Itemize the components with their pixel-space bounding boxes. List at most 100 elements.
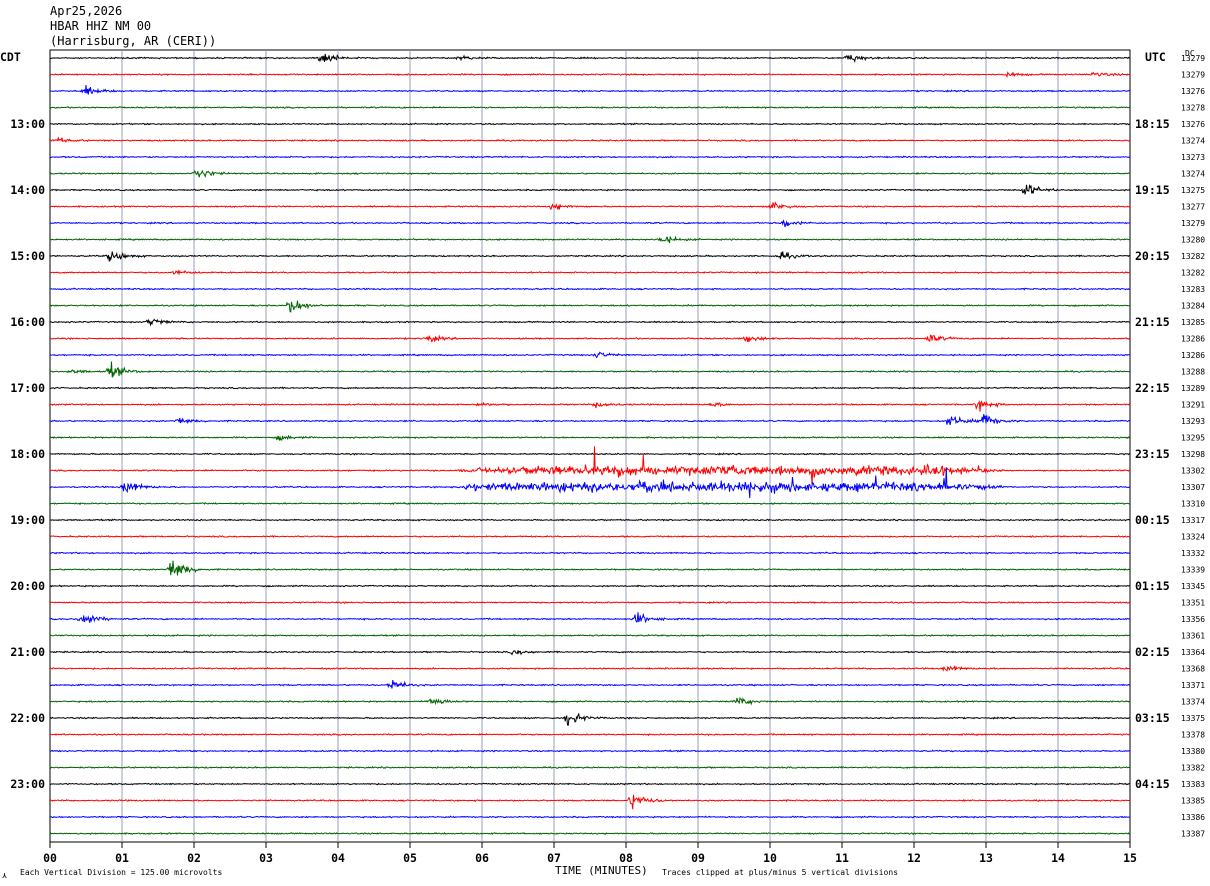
dc-offset-label: 13273 [1181,153,1205,162]
dc-offset-label: 13289 [1181,384,1205,393]
trace-line-38 [49,679,1131,689]
utc-label: 19:15 [1135,183,1170,197]
dc-offset-label: 13345 [1181,582,1205,591]
dc-offset-label: 13286 [1181,351,1205,360]
trace-line-41 [49,732,1131,737]
dc-header: DC [1185,49,1195,58]
x-tick-label: 14 [1051,851,1065,865]
dc-offset-label: 13275 [1181,186,1205,195]
dc-offset-label: 13276 [1181,87,1205,96]
trace-line-7 [49,169,1131,178]
dc-offset-label: 13286 [1181,335,1205,344]
trace-line-22 [49,413,1131,426]
trace-line-5 [49,136,1130,143]
trace-line-20 [49,386,1131,390]
trace-line-33 [49,600,1131,605]
x-tick-label: 13 [979,851,993,865]
trace-line-37 [49,665,1131,672]
utc-label: 22:15 [1135,381,1170,395]
trace-line-25 [49,446,1131,485]
x-tick-label: 12 [907,851,921,865]
corner-mark-icon: ⋏ [1,871,7,880]
trace-line-18 [49,351,1131,359]
x-tick-label: 10 [763,851,777,865]
right-axis-title: UTC [1145,50,1166,64]
dc-offset-label: 13288 [1181,368,1205,377]
dc-offset-label: 13307 [1181,483,1205,492]
dc-offset-label: 13291 [1181,401,1205,410]
cdt-label: 21:00 [10,645,45,659]
trace-line-1 [49,71,1131,79]
trace-line-36 [49,650,1131,656]
dc-offset-label: 13378 [1181,731,1205,740]
x-tick-label: 03 [259,851,273,865]
cdt-label: 16:00 [10,315,45,329]
x-tick-label: 07 [547,851,561,865]
dc-offset-label: 13302 [1181,467,1205,476]
cdt-label: 13:00 [10,117,45,131]
dc-offset-label: 13277 [1181,203,1205,212]
utc-label: 02:15 [1135,645,1170,659]
dc-offset-label: 13339 [1181,566,1205,575]
dc-offset-label: 13282 [1181,269,1205,278]
dc-offset-label: 13285 [1181,318,1205,327]
utc-label: 03:15 [1135,711,1170,725]
dc-offset-label: 13351 [1181,599,1205,608]
x-tick-label: 02 [187,851,201,865]
dc-offset-label: 13380 [1181,747,1205,756]
trace-line-29 [49,534,1131,539]
trace-line-4 [49,122,1131,126]
trace-line-26 [49,467,1131,498]
dc-offset-label: 13383 [1181,780,1205,789]
trace-line-21 [49,400,1131,412]
cdt-label: 22:00 [10,711,45,725]
trace-line-35 [49,633,1131,638]
x-tick-label: 04 [331,851,345,865]
dc-offset-label: 13295 [1181,434,1205,443]
station-location: (Harrisburg, AR (CERI)) [50,34,216,48]
trace-line-27 [49,501,1131,506]
trace-line-46 [49,815,1131,819]
utc-label: 18:15 [1135,117,1170,131]
utc-label: 00:15 [1135,513,1170,527]
clip-note: Traces clipped at plus/minus 5 vertical … [662,868,898,877]
dc-offset-label: 13298 [1181,450,1205,459]
x-tick-label: 08 [619,851,633,865]
trace-line-43 [49,765,1131,770]
dc-offset-label: 13371 [1181,681,1205,690]
dc-offset-label: 13385 [1181,797,1205,806]
trace-line-47 [49,832,1131,836]
dc-offset-label: 13332 [1181,549,1205,558]
trace-line-32 [49,584,1131,588]
trace-line-28 [49,518,1131,522]
trace-line-9 [49,201,1131,211]
utc-label: 01:15 [1135,579,1170,593]
dc-offset-label: 13364 [1181,648,1205,657]
utc-label: 20:15 [1135,249,1170,263]
trace-line-42 [49,749,1131,753]
trace-line-30 [49,551,1131,555]
dc-offset-label: 13387 [1181,830,1205,839]
cdt-hour-labels: 13:00 14:00 15:00 16:00 17:00 18:00 19:00 20:00… [10,117,45,791]
x-tick-label: 15 [1123,851,1137,865]
dc-offset-label: 13386 [1181,813,1205,822]
trace-line-10 [49,219,1131,228]
trace-line-3 [49,105,1131,110]
dc-offset-label: 13274 [1181,137,1205,146]
dc-offset-label: 13368 [1181,665,1205,674]
dc-offset-label: 13293 [1181,417,1205,426]
x-tick-label: 01 [115,851,129,865]
dc-offset-label: 13278 [1181,104,1205,113]
trace-line-12 [49,251,1131,262]
trace-line-23 [49,434,1131,441]
x-tick-label: 09 [691,851,705,865]
left-axis-title: CDT [0,50,21,64]
cdt-label: 17:00 [10,381,45,395]
x-tick-label: 05 [403,851,417,865]
cdt-label: 14:00 [10,183,45,197]
trace-line-39 [49,696,1131,706]
trace-line-17 [49,334,1131,343]
dc-offset-label: 13324 [1181,533,1205,542]
cdt-label: 20:00 [10,579,45,593]
